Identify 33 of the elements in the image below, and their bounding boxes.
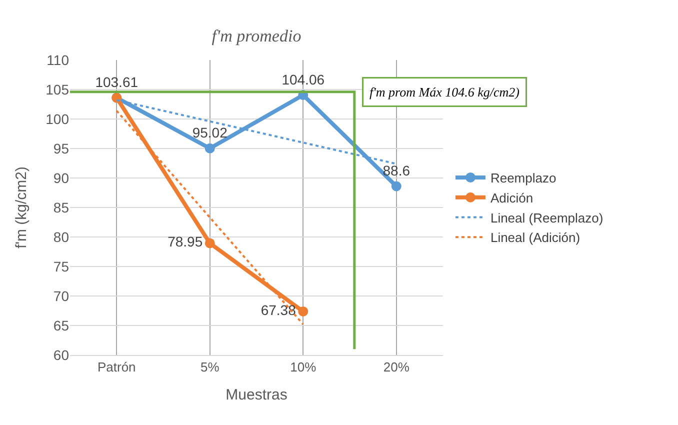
x-tick-label: 20% — [383, 360, 410, 375]
data-label: 78.95 — [168, 234, 203, 250]
x-tick-label: 10% — [290, 360, 317, 375]
legend-label: Lineal (Adición) — [490, 230, 580, 246]
y-tick-label: 80 — [53, 228, 70, 245]
point — [204, 238, 215, 248]
data-label: 88.6 — [382, 162, 410, 179]
legend-label: Reemplazo — [490, 170, 556, 186]
x-tick-label: Patrón — [97, 360, 136, 375]
data-label: 103.61 — [95, 74, 138, 90]
y-tick-label: 85 — [53, 199, 70, 216]
y-tick-label: 95 — [53, 140, 70, 156]
data-label: 104.06 — [282, 71, 325, 88]
x-axis-title: Muestras — [226, 386, 288, 404]
y-tick-label: 105 — [46, 81, 70, 98]
y-tick-label: 70 — [53, 288, 70, 304]
y-tick-label: 65 — [53, 317, 70, 334]
point — [391, 181, 402, 192]
chart-title: f'm promedio — [212, 26, 302, 46]
y-tick-label: 90 — [53, 170, 70, 186]
point — [204, 143, 215, 154]
y-tick-label: 100 — [46, 110, 70, 127]
point — [298, 306, 308, 316]
ref-line-label: f'm prom Máx 104.6 kg/cm2) — [370, 84, 520, 100]
y-tick-label: 75 — [53, 258, 70, 274]
legend-label: Adición — [490, 190, 534, 206]
legend-label: Lineal (Reemplazo) — [490, 210, 604, 226]
data-label: 67.38 — [260, 302, 296, 318]
y-axis-title: f'm (kg/cm2) — [12, 166, 30, 249]
y-tick-label: 110 — [46, 52, 70, 68]
data-label: 95.02 — [192, 124, 228, 141]
y-tick-label: 60 — [53, 346, 70, 363]
x-tick-label: 5% — [200, 360, 220, 375]
